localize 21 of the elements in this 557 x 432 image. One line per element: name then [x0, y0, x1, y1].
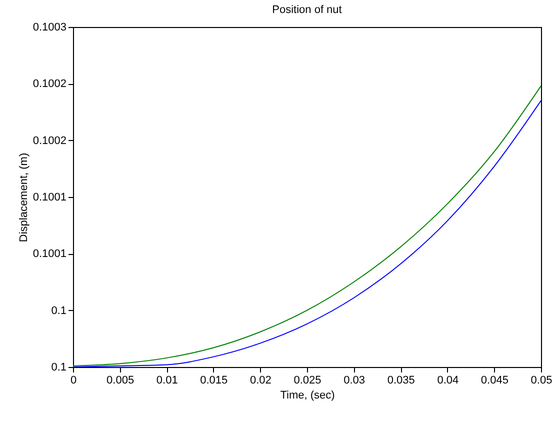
x-tick-label: 0.025: [294, 374, 322, 386]
x-tick-label: 0.01: [156, 374, 178, 386]
x-tick-label: 0.03: [344, 374, 366, 386]
x-tick-label: 0.05: [530, 374, 552, 386]
y-tick-label: 0.1003: [32, 22, 66, 34]
x-axis-title: Time, (sec): [280, 390, 335, 402]
y-tick-label: 0.1002: [32, 78, 66, 90]
y-tick-label: 0.1002: [32, 134, 66, 147]
x-tick-label: 0.04: [437, 374, 459, 386]
x-tick-label: 0.035: [387, 374, 415, 386]
y-tick-label: 0.1: [51, 362, 66, 374]
x-tick-label: 0.005: [106, 374, 134, 386]
y-tick-label: 0.1001: [32, 192, 66, 204]
chart-title: Position of nut: [272, 4, 342, 16]
y-axis-title: Displacement, (m): [18, 152, 30, 242]
y-tick-label: 0.1: [51, 304, 66, 317]
y-tick-label: 0.1001: [32, 248, 66, 260]
x-tick-label: 0.015: [200, 374, 228, 386]
x-tick-label: 0.045: [480, 374, 508, 386]
x-tick-label: 0.02: [250, 374, 272, 386]
x-tick-label: 0: [70, 374, 77, 386]
